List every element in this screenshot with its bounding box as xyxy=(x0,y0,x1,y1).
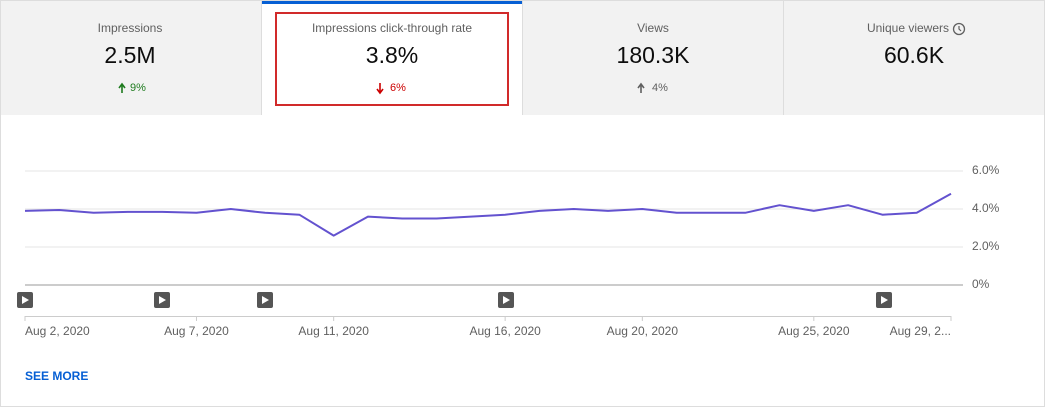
up-arrow xyxy=(637,82,645,93)
y-tick-label: 6.0% xyxy=(972,163,1000,177)
x-tick-label: Aug 29, 2... xyxy=(890,324,951,338)
series-line xyxy=(24,192,952,237)
tab-label: Unique viewers xyxy=(867,21,949,35)
tab-change: 9% xyxy=(130,82,146,94)
video-marker[interactable] xyxy=(257,292,273,308)
up-arrow xyxy=(118,82,126,93)
highlight-box xyxy=(275,12,509,106)
x-tick-label: Aug 25, 2020 xyxy=(778,324,850,338)
x-tick-label: Aug 7, 2020 xyxy=(164,324,229,338)
tab-change: 6% xyxy=(390,82,406,94)
video-marker[interactable] xyxy=(154,292,170,308)
tab-bg[interactable] xyxy=(1,1,261,115)
y-tick-label: 2.0% xyxy=(972,239,1000,253)
tab-change: 4% xyxy=(652,82,668,94)
tab-value: 2.5M xyxy=(104,42,155,68)
video-markers xyxy=(17,292,892,308)
tab-label: Views xyxy=(637,21,669,35)
video-marker[interactable] xyxy=(498,292,514,308)
y-tick-label: 0% xyxy=(972,277,990,291)
tab-label: Impressions xyxy=(98,21,163,35)
x-tick-label: Aug 11, 2020 xyxy=(298,324,369,338)
video-marker[interactable] xyxy=(876,292,892,308)
tab-label: Impressions click-through rate xyxy=(312,21,472,35)
y-tick-label: 4.0% xyxy=(972,201,1000,215)
tab-indicator xyxy=(262,1,522,4)
see-more-link[interactable]: SEE MORE xyxy=(25,369,88,383)
tab-bg-selected[interactable] xyxy=(262,1,522,115)
tab-value: 180.3K xyxy=(617,42,691,68)
x-tick-label: Aug 20, 2020 xyxy=(607,324,679,338)
x-tick-label: Aug 16, 2020 xyxy=(469,324,541,338)
tab-value: 3.8% xyxy=(366,42,418,68)
tab-value: 60.6K xyxy=(884,42,945,68)
tab-bg[interactable] xyxy=(784,1,1044,115)
clock-icon xyxy=(952,22,966,36)
video-marker[interactable] xyxy=(17,292,33,308)
down-arrow xyxy=(376,83,384,95)
tab-bg[interactable] xyxy=(523,1,783,115)
x-tick-label: Aug 2, 2020 xyxy=(25,324,90,338)
